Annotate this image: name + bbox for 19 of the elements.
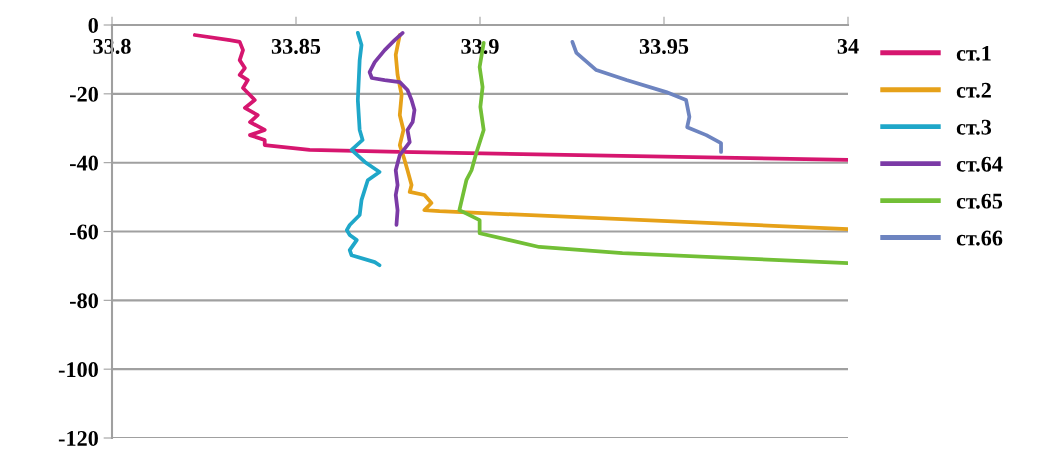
y-tick-label: 0 bbox=[88, 17, 98, 33]
y-tick-label: -100 bbox=[58, 362, 98, 378]
y-tick-label: -80 bbox=[70, 293, 98, 309]
x-tick-label: 34 bbox=[837, 38, 859, 54]
x-tick-label: 33.85 bbox=[271, 38, 321, 54]
line-series bbox=[344, 31, 382, 268]
y-tick-label: -20 bbox=[70, 86, 98, 102]
y-tick-label: -60 bbox=[70, 224, 98, 240]
line-series bbox=[367, 31, 417, 227]
legend-label: ст.66 bbox=[956, 230, 1003, 246]
legend-label: ст.2 bbox=[956, 82, 991, 98]
y-tick-label: -120 bbox=[58, 430, 98, 446]
legend-label: ст.3 bbox=[956, 119, 992, 135]
legend-label: ст.64 bbox=[956, 156, 1003, 172]
y-tick-label: -40 bbox=[70, 155, 98, 171]
legend-label: ст.1 bbox=[956, 45, 991, 61]
legend-label: ст.65 bbox=[956, 193, 1003, 209]
line-series bbox=[570, 39, 723, 154]
x-tick-label: 33.95 bbox=[639, 38, 689, 54]
